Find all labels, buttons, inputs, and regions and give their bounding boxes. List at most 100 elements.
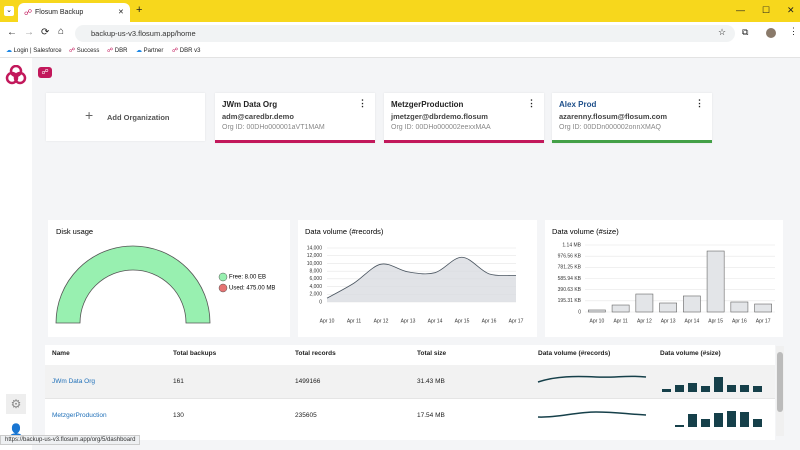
close-window[interactable]: ✕ — [787, 5, 795, 15]
tab-title: Flosum Backup — [35, 9, 84, 16]
status-bar: https://backup-us-v3.flosum.app/org/5/da… — [0, 435, 141, 445]
column-header[interactable]: Data volume (#records) — [538, 350, 611, 357]
scrollbar[interactable] — [776, 346, 784, 436]
logo[interactable] — [5, 65, 27, 85]
forward[interactable]: → — [24, 27, 34, 38]
column-header[interactable]: Total backups — [173, 350, 217, 357]
column-header[interactable]: Total records — [295, 350, 336, 357]
y-tick-label: 14,000 — [307, 245, 323, 251]
kebab[interactable]: ⋮ — [527, 98, 536, 108]
x-tick-label: Apr 14 — [428, 318, 443, 324]
sparklines — [537, 375, 762, 427]
disk-gauge: Disk usage Free: 8.00 EB Used: 475.00 MB — [55, 227, 275, 324]
column-header[interactable]: Total size — [417, 350, 447, 357]
avatar[interactable] — [766, 28, 776, 38]
area — [327, 257, 516, 302]
size-chart: Data volume (#size) 0 195.31 KB 390.63 KB 5… — [552, 227, 775, 324]
records-chart: Data volume (#records) 02,000 4,000 6,000 8… — [305, 227, 524, 324]
y-tick-label: 976.56 KB — [558, 253, 582, 259]
cell: 17.54 MB — [417, 412, 445, 419]
panel-title: Disk usage — [56, 227, 93, 236]
bookmark-star[interactable]: ☆ — [718, 27, 727, 37]
tab-strip — [0, 0, 800, 22]
y-tick-label: 6,000 — [309, 276, 322, 282]
y-tick-label: 1.14 MB — [562, 242, 581, 248]
home[interactable]: ⌂ — [58, 26, 65, 37]
bar — [754, 303, 772, 313]
org-user: jmetzger@dbrdemo.flosum — [391, 112, 488, 121]
tab-close[interactable]: ✕ — [118, 9, 124, 16]
org-card[interactable]: JWm Data Org adm@caredbr.demo Org ID: 00… — [215, 93, 375, 143]
add-organization[interactable]: + Add Organization — [46, 93, 205, 141]
app-icon[interactable]: ☍ — [38, 67, 52, 78]
y-tick-label: 781.25 KB — [558, 265, 582, 271]
extensions[interactable]: ⧉ — [742, 27, 749, 37]
x-tick-label: Apr 16 — [482, 318, 497, 324]
maximize[interactable]: ☐ — [762, 5, 771, 15]
org-user: adm@caredbr.demo — [222, 112, 294, 121]
legend-label: Free: 8.00 EB — [229, 275, 266, 281]
bar — [683, 295, 701, 313]
row-divider — [45, 398, 775, 399]
x-tick-label: Apr 15 — [708, 318, 723, 324]
y-tick-label: 12,000 — [307, 253, 323, 259]
bookmark[interactable]: ☁ Partner — [136, 48, 164, 54]
y-tick-label: 10,000 — [307, 261, 323, 267]
x-tick-label: Apr 10 — [590, 318, 605, 324]
menu[interactable]: ⋮ — [789, 26, 798, 36]
org-id: Org ID: 00DDn000002onnXMAQ — [559, 124, 661, 131]
bookmark[interactable]: ☍ DBR — [107, 48, 128, 54]
x-tick-label: Apr 17 — [756, 318, 771, 324]
y-tick-label: 0 — [578, 309, 581, 315]
bar — [611, 304, 630, 313]
bookmark[interactable]: ☁ Login | Salesforce — [6, 48, 62, 54]
kebab[interactable]: ⋮ — [358, 98, 367, 108]
bookmark[interactable]: ☍ Success — [69, 48, 100, 54]
y-tick-label: 585.94 KB — [558, 276, 582, 282]
address-bar[interactable]: backup-us-v3.flosum.app/home ☆ — [75, 25, 735, 42]
org-id: Org ID: 00DHo000002eexxMAA — [391, 124, 491, 131]
new-tab[interactable]: + — [136, 4, 143, 16]
y-tick-label: 4,000 — [309, 284, 322, 290]
column-header[interactable]: Name — [52, 350, 70, 357]
cell: 235605 — [295, 412, 317, 419]
org-card[interactable]: Alex Prod azarenny.flosum@flosum.com Org… — [552, 93, 712, 143]
row-highlight — [45, 365, 775, 398]
minimize[interactable]: — — [736, 5, 745, 15]
url: backup-us-v3.flosum.app/home — [91, 29, 196, 38]
x-tick-label: Apr 16 — [732, 318, 747, 324]
kebab[interactable]: ⋮ — [695, 98, 704, 108]
reload[interactable]: ⟳ — [41, 27, 50, 38]
x-tick-label: Apr 12 — [374, 318, 389, 324]
sidebar: ⚙ 👤 — [0, 58, 32, 450]
cell: 130 — [173, 412, 184, 419]
y-tick-label: 2,000 — [309, 292, 322, 298]
org-table — [45, 345, 775, 440]
bookmark[interactable]: ☍ DBR v3 — [172, 48, 201, 54]
org-link[interactable]: JWm Data Org — [52, 378, 95, 385]
panel-title: Data volume (#records) — [305, 227, 384, 236]
column-header[interactable]: Data volume (#size) — [660, 350, 721, 357]
x-tick-label: Apr 11 — [347, 318, 362, 324]
user[interactable]: 👤 — [8, 423, 24, 437]
cell: 1499166 — [295, 378, 321, 385]
x-tick-label: Apr 12 — [637, 318, 652, 324]
x-tick-label: Apr 11 — [613, 318, 628, 324]
line — [326, 256, 517, 299]
plus-icon: + — [85, 107, 94, 123]
x-tick-label: Apr 13 — [401, 318, 416, 324]
org-id: Org ID: 00DHo000001aVT1MAM — [222, 124, 325, 131]
org-card[interactable]: MetzgerProduction jmetzger@dbrdemo.flosu… — [384, 93, 544, 143]
back[interactable]: ← — [7, 27, 17, 38]
settings[interactable]: ⚙ — [6, 394, 26, 414]
bar — [659, 302, 677, 313]
toolbar: ← → ⟳ ⌂ backup-us-v3.flosum.app/home ☆ ⧉… — [0, 22, 800, 45]
org-name: Alex Prod — [559, 100, 597, 109]
scroll-thumb[interactable] — [777, 352, 783, 412]
tab-menu[interactable]: ⌄ — [4, 6, 14, 16]
tab[interactable]: ☍ Flosum Backup ✕ — [18, 3, 130, 22]
bar — [588, 309, 606, 313]
y-tick-label: 0 — [319, 299, 322, 305]
org-link[interactable]: MetzgerProduction — [52, 412, 107, 419]
x-tick-label: Apr 13 — [661, 318, 676, 324]
